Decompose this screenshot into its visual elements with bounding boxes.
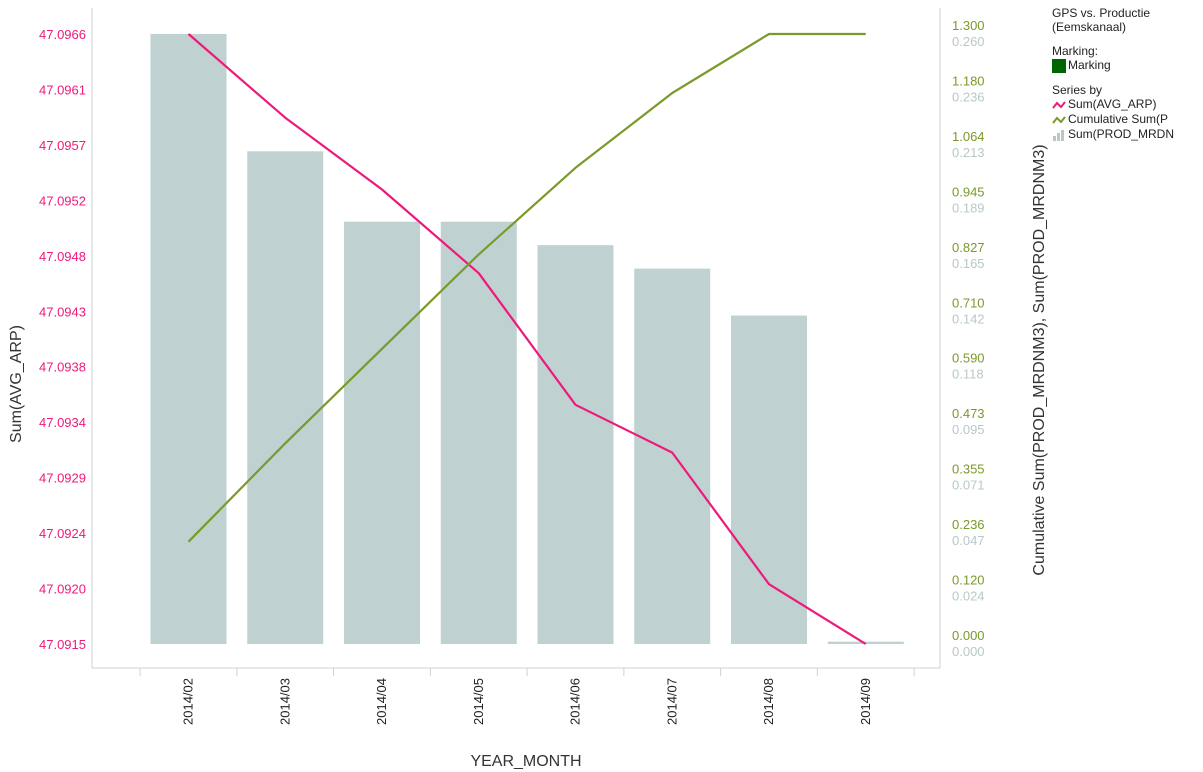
right-inner-tick-label: 0.142 [952,311,985,326]
legend-item-label: Sum(AVG_ARP) [1068,97,1157,111]
legend-title: GPS vs. Productie (Eemskanaal) [1052,6,1151,34]
left-tick-label: 47.0915 [39,637,86,652]
x-tick-label: 2014/07 [664,678,679,725]
left-tick-label: 47.0957 [39,138,86,153]
left-tick-label: 47.0966 [39,27,86,42]
legend-marking-label: Marking [1068,58,1111,72]
bar [440,221,517,644]
right-outer-tick-label: 0.710 [952,295,985,310]
right-outer-tick-label: 0.590 [952,351,985,366]
x-tick-label: 2014/06 [568,678,583,725]
x-tick-label: 2014/08 [761,678,776,725]
bar [537,245,614,644]
right-outer-tick-label: 0.120 [952,573,985,588]
legend-item-prod[interactable]: Sum(PROD_MRDN [1052,127,1202,142]
right-outer-tick-label: 0.000 [952,628,985,643]
right-outer-tick-label: 0.473 [952,406,985,421]
bar [634,268,711,644]
left-tick-label: 47.0943 [39,304,86,319]
x-tick-label: 2014/02 [181,678,196,725]
series-line-avg-arp [187,33,867,645]
left-tick-label: 47.0920 [39,582,86,597]
bar [344,221,420,644]
x-tick-label: 2014/09 [858,678,873,725]
right-inner-tick-label: 0.213 [952,145,985,160]
x-tick-label: 2014/05 [471,678,486,725]
x-axis-ticks: 2014/02 2014/03 2014/04 2014/05 2014/06 2014/… [139,668,915,725]
right-outer-tick-label: 1.180 [952,73,985,88]
legend: GPS vs. Productie (Eemskanaal) Marking: … [1052,6,1202,142]
x-tick-label: 2014/03 [277,678,292,725]
legend-marking-header: Marking: [1052,44,1099,58]
chart-axes [91,8,941,669]
right-outer-tick-label: 0.355 [952,462,985,477]
right-inner-tick-label: 0.189 [952,200,985,215]
right-axis-ticks: 1.300 1.180 1.064 0.945 0.827 0.710 0.590 0.473… [952,18,985,659]
left-tick-label: 47.0929 [39,471,86,486]
bar-series-prod [150,34,904,645]
left-axis-ticks: 47.0966 47.0961 47.0957 47.0952 47.0948 47.09… [39,27,86,652]
line-series-icon [1052,100,1066,109]
right-outer-tick-label: 1.064 [952,129,985,144]
left-tick-label: 47.0938 [39,360,86,375]
legend-item-cumulative[interactable]: Cumulative Sum(P [1052,112,1202,127]
series-line-cumulative [187,32,866,543]
right-inner-tick-label: 0.071 [952,478,985,493]
right-inner-tick-label: 0.024 [952,589,985,604]
marking-swatch [1052,58,1066,73]
x-tick-label: 2014/04 [374,678,389,725]
legend-item-label: Cumulative Sum(P [1068,112,1169,126]
right-inner-tick-label: 0.047 [952,533,985,548]
legend-series-header: Series by [1052,83,1103,97]
legend-item-label: Sum(PROD_MRDN [1068,127,1175,141]
bar [150,34,227,644]
legend-marking-item[interactable]: Marking [1052,58,1202,73]
bar-series-icon [1053,129,1064,141]
bar [731,315,807,644]
line-series [187,32,867,645]
right-inner-tick-label: 0.236 [952,89,985,104]
left-tick-label: 47.0924 [39,526,86,541]
left-axis-label: Sum(AVG_ARP) [8,325,25,443]
right-inner-tick-label: 0.165 [952,256,985,271]
x-axis-label: YEAR_MONTH [470,753,581,770]
right-outer-tick-label: 0.945 [952,184,985,199]
right-outer-tick-label: 0.236 [952,517,985,532]
right-axis-label: Cumulative Sum(PROD_MRDNM3), Sum(PROD_MR… [1031,144,1048,575]
right-inner-tick-label: 0.000 [952,644,985,659]
bar [247,151,324,645]
right-inner-tick-label: 0.118 [952,367,984,382]
left-tick-label: 47.0961 [39,82,86,97]
left-tick-label: 47.0934 [39,415,86,430]
right-outer-tick-label: 0.827 [952,240,985,255]
right-inner-tick-label: 0.260 [952,34,985,49]
left-tick-label: 47.0948 [39,249,86,264]
left-tick-label: 47.0952 [39,193,86,208]
legend-item-avg-arp[interactable]: Sum(AVG_ARP) [1052,97,1202,112]
right-outer-tick-label: 1.300 [952,18,985,33]
line-series-icon [1052,115,1066,124]
right-inner-tick-label: 0.095 [952,422,985,437]
